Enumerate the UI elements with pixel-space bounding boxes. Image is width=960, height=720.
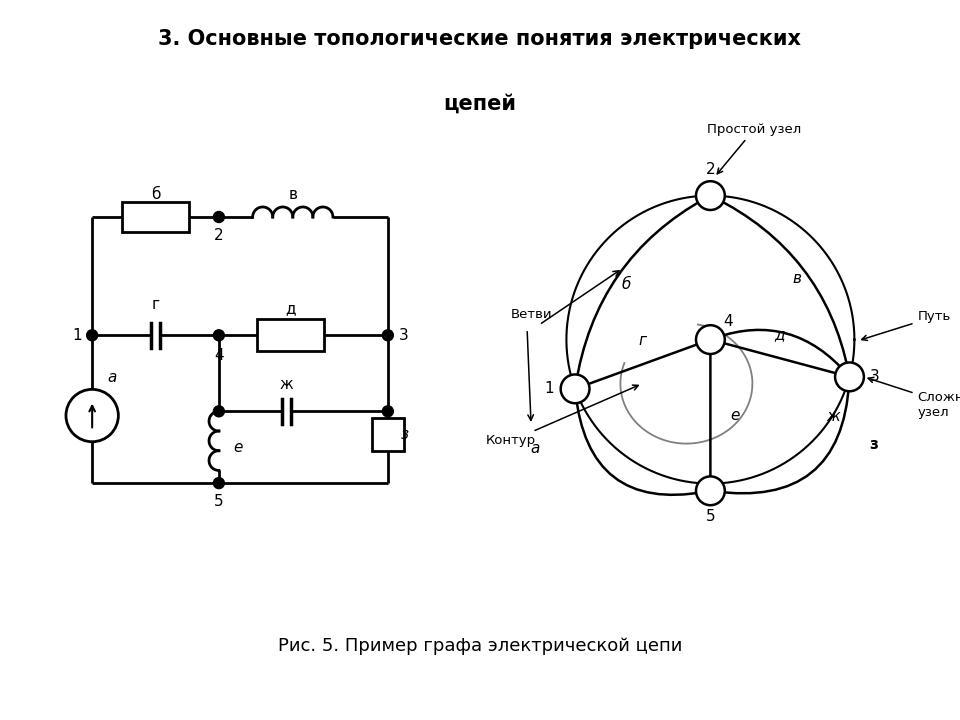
Text: з: з (869, 437, 878, 452)
FancyBboxPatch shape (372, 418, 403, 451)
Text: Сложный
узел: Сложный узел (868, 377, 960, 419)
Text: з: з (400, 427, 409, 442)
Text: цепей: цепей (444, 94, 516, 114)
Circle shape (696, 477, 725, 505)
Text: д: д (285, 301, 296, 316)
Text: ж: ж (827, 410, 840, 424)
Circle shape (561, 374, 589, 403)
Circle shape (835, 362, 864, 391)
Text: 5: 5 (214, 494, 224, 508)
Text: в: в (288, 187, 298, 202)
Text: г: г (152, 297, 159, 312)
Text: г: г (638, 333, 647, 348)
Circle shape (696, 181, 725, 210)
Text: 3. Основные топологические понятия электрических: 3. Основные топологические понятия элект… (158, 29, 802, 49)
Text: в: в (792, 271, 801, 286)
FancyBboxPatch shape (257, 320, 324, 351)
FancyBboxPatch shape (122, 202, 189, 233)
Circle shape (86, 330, 98, 341)
Text: ж: ж (279, 377, 294, 392)
Text: е: е (731, 408, 740, 423)
Text: б: б (621, 276, 631, 292)
Text: 5: 5 (706, 509, 715, 524)
Text: д: д (775, 327, 785, 342)
Text: а: а (530, 441, 540, 456)
Text: Ветви: Ветви (511, 308, 552, 321)
Circle shape (213, 212, 225, 222)
Text: 3: 3 (398, 328, 408, 343)
Circle shape (382, 406, 394, 417)
Text: Простой узел: Простой узел (708, 122, 802, 174)
Text: б: б (151, 187, 160, 202)
Text: 2: 2 (706, 163, 715, 178)
Text: 4: 4 (214, 348, 224, 363)
Text: е: е (233, 440, 243, 455)
Text: 2: 2 (214, 228, 224, 243)
Text: Рис. 5. Пример графа электрической цепи: Рис. 5. Пример графа электрической цепи (277, 637, 683, 655)
Text: 4: 4 (723, 315, 732, 330)
Text: 1: 1 (544, 382, 554, 396)
Circle shape (696, 325, 725, 354)
Circle shape (213, 330, 225, 341)
Text: 3: 3 (870, 369, 880, 384)
Text: 1: 1 (72, 328, 82, 343)
Text: Путь: Путь (862, 310, 950, 341)
Circle shape (213, 406, 225, 417)
Text: Контур: Контур (486, 385, 638, 447)
Text: а: а (107, 370, 116, 385)
Circle shape (382, 330, 394, 341)
Circle shape (213, 477, 225, 489)
